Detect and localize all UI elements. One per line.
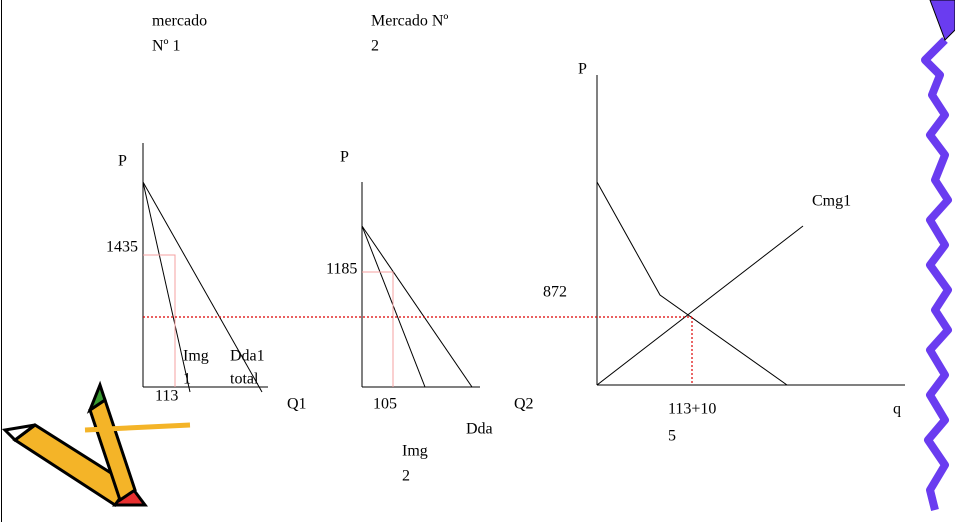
guide-line (143, 255, 175, 387)
panel-market-2 (362, 182, 480, 387)
quantity-label: 113+10 (668, 401, 716, 418)
title: Nº 1 (152, 38, 181, 55)
labels: mercado Nº 1 P 1435 Img 1 Dda1 total 113… (106, 13, 901, 485)
curve-label: total (230, 371, 259, 388)
curve-label: 1 (183, 371, 191, 388)
curve-label: Cmg1 (812, 193, 851, 210)
decoration-pen (930, 0, 955, 40)
quantity-label: 113 (155, 388, 178, 405)
title: mercado (152, 13, 207, 30)
panel-total (597, 75, 905, 385)
axis-label: q (893, 401, 901, 418)
curve-label: Img (402, 443, 428, 460)
axis-label: P (578, 61, 587, 78)
axis-label: P (340, 149, 349, 166)
guide-line (362, 272, 393, 387)
slide: mercado Nº 1 P 1435 Img 1 Dda1 total 113… (0, 0, 955, 522)
curve-dda2 (362, 226, 472, 387)
quantity-label: 5 (668, 428, 676, 445)
price-label: 1435 (106, 239, 138, 256)
axis-label: P (118, 153, 127, 170)
curve-label: 2 (402, 468, 410, 485)
curve-label: Dda1 (230, 348, 265, 365)
curve-cmg1 (597, 226, 803, 385)
price-label: 872 (543, 284, 567, 301)
quantity-label: 105 (373, 396, 397, 413)
axis-label: Q2 (514, 396, 534, 413)
curve-label: Dda (466, 421, 493, 438)
axis-label: Q1 (287, 396, 307, 413)
curve-label: Img (183, 348, 209, 365)
price-label: 1185 (326, 261, 357, 278)
title: 2 (371, 38, 379, 55)
title: Mercado Nº (371, 13, 448, 30)
decoration-zigzag (925, 40, 948, 510)
